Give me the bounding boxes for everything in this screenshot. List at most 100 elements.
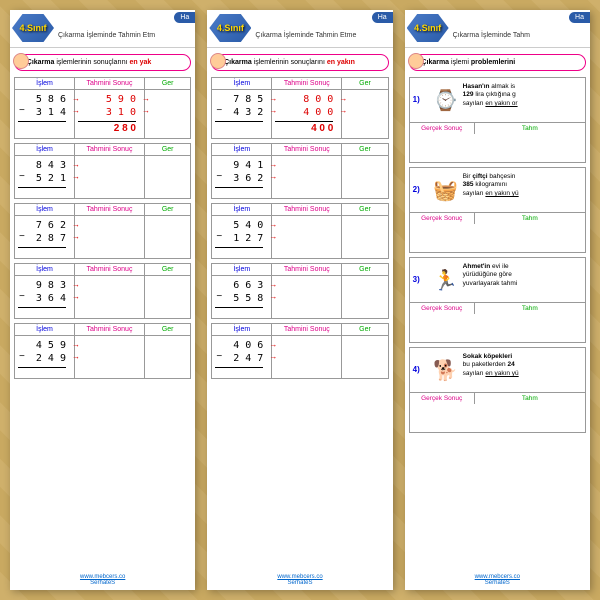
page-footer: www.mebcers.coSerhateS [207,574,392,586]
problem-text: Bir çiftçi bahçesin385 kilogramınısayıla… [461,171,582,209]
col-gercek: Ger [145,324,190,335]
result-cell [342,90,387,138]
estimate-label: Tahm [475,213,585,224]
real-result-label: Gerçek Sonuç [410,303,475,314]
problem-box: İşlemTahmini SonuçGer −9 8 33 6 4→→ [14,263,191,319]
problem-box: İşlemTahmini SonuçGer −9 4 13 6 2→→ [211,143,388,199]
word-problem: 4) 🐕 Sokak köpekleribu paketlerden 24say… [409,347,586,433]
page-footer: www.mebcers.coSerhateS [10,574,195,586]
col-tahmin: Tahmini Sonuç [272,78,342,89]
problem-box: İşlemTahmini SonuçGer −5 4 01 2 7→→ [211,203,388,259]
problem-number: 3) [413,261,431,299]
problem-box: İşlemTahmini SonuçGer −7 6 22 8 7→→ [14,203,191,259]
operation-cell: −8 4 35 2 1→→ [15,156,75,198]
corner-tab: Ha [372,12,393,23]
col-gercek: Ger [342,264,387,275]
col-gercek: Ger [145,144,190,155]
face-icon [210,53,226,69]
problem-icon: 🏃 [431,261,461,299]
grade-badge: 4.Sınıf [12,14,54,42]
problem-text: Hasan'ın almak is129 lira çıktığına gsay… [461,81,582,119]
col-islem: İşlem [212,78,272,89]
corner-tab: Ha [569,12,590,23]
problem-box: İşlemTahmini SonuçGer −4 0 62 4 7→→ [211,323,388,379]
page-subtitle: Çıkarma İşleminde Tahm [453,32,530,39]
col-gercek: Ger [342,78,387,89]
face-icon [408,53,424,69]
col-islem: İşlem [15,78,75,89]
problem-number: 1) [413,81,431,119]
estimate-cell: 5 9 03 1 02 8 0→→ [75,90,145,138]
col-gercek: Ger [145,78,190,89]
col-tahmin: Tahmini Sonuç [75,78,145,89]
estimate-cell [272,156,342,198]
estimate-cell [75,336,145,378]
col-gercek: Ger [145,204,190,215]
col-tahmin: Tahmini Sonuç [272,324,342,335]
worksheet-page-1: 4.Sınıf Ha Çıkarma İşleminde Tahmin Etm … [10,10,195,590]
operation-cell: −9 4 13 6 2→→ [212,156,272,198]
operation-cell: −7 8 54 3 2→→ [212,90,272,138]
page-subtitle: Çıkarma İşleminde Tahmin Etme [255,32,356,39]
col-tahmin: Tahmini Sonuç [75,204,145,215]
col-gercek: Ger [145,264,190,275]
col-islem: İşlem [15,324,75,335]
worksheet-page-2: 4.Sınıf Ha Çıkarma İşleminde Tahmin Etme… [207,10,392,590]
corner-tab: Ha [174,12,195,23]
estimate-cell [272,276,342,318]
problem-text: Sokak köpekleribu paketlerden 24sayıları… [461,351,582,389]
col-tahmin: Tahmini Sonuç [75,264,145,275]
estimate-label: Tahm [475,123,585,134]
problem-box: İşlemTahmini SonuçGer −4 5 92 4 9→→ [14,323,191,379]
col-tahmin: Tahmini Sonuç [75,144,145,155]
real-result-label: Gerçek Sonuç [410,213,475,224]
problem-box: İşlemTahmini SonuçGer −8 4 35 2 1→→ [14,143,191,199]
result-cell [145,216,190,258]
operation-cell: −5 8 63 1 4→→ [15,90,75,138]
result-cell [342,276,387,318]
estimate-label: Tahm [475,303,585,314]
instruction-box: Çıkarma işlemi problemlerini [409,54,586,71]
grade-badge: 4.Sınıf [209,14,251,42]
problem-icon: 🧺 [431,171,461,209]
estimate-cell [75,156,145,198]
col-islem: İşlem [15,264,75,275]
operation-cell: −9 8 33 6 4→→ [15,276,75,318]
instruction-box: Çıkarma işlemlerinin sonuçlarını en yakı… [211,54,388,71]
col-gercek: Ger [342,324,387,335]
problem-number: 4) [413,351,431,389]
problem-box: İşlemTahmini SonuçGer −6 6 35 5 8→→ [211,263,388,319]
col-islem: İşlem [212,324,272,335]
result-cell [342,216,387,258]
page-header: 4.Sınıf Ha Çıkarma İşleminde Tahm [405,10,590,48]
estimate-cell [272,216,342,258]
result-cell [342,156,387,198]
operation-cell: −6 6 35 5 8→→ [212,276,272,318]
instruction-box: Çıkarma işlemlerinin sonuçlarını en yak [14,54,191,71]
col-islem: İşlem [212,204,272,215]
operation-cell: −5 4 01 2 7→→ [212,216,272,258]
col-tahmin: Tahmini Sonuç [272,144,342,155]
page-header: 4.Sınıf Ha Çıkarma İşleminde Tahmin Etm [10,10,195,48]
result-cell [145,336,190,378]
col-islem: İşlem [15,144,75,155]
estimate-label: Tahm [475,393,585,404]
estimate-cell [75,216,145,258]
problem-box: İşlemTahmini SonuçGer −5 8 63 1 4→→ 5 9 … [14,77,191,139]
word-problem: 3) 🏃 Ahmet'in evi ileyürüdüğüne göreyuva… [409,257,586,343]
col-gercek: Ger [342,204,387,215]
estimate-cell [272,336,342,378]
estimate-cell: 8 0 04 0 04 0 0→→ [272,90,342,138]
word-problem: 2) 🧺 Bir çiftçi bahçesin385 kilogramınıs… [409,167,586,253]
problem-text: Ahmet'in evi ileyürüdüğüne göreyuvarlaya… [461,261,582,299]
result-cell [342,336,387,378]
worksheet-page-3: 4.Sınıf Ha Çıkarma İşleminde Tahm Çıkarm… [405,10,590,590]
operation-cell: −4 0 62 4 7→→ [212,336,272,378]
result-cell [145,276,190,318]
col-gercek: Ger [342,144,387,155]
real-result-label: Gerçek Sonuç [410,123,475,134]
col-islem: İşlem [15,204,75,215]
operation-cell: −4 5 92 4 9→→ [15,336,75,378]
problem-number: 2) [413,171,431,209]
col-islem: İşlem [212,144,272,155]
